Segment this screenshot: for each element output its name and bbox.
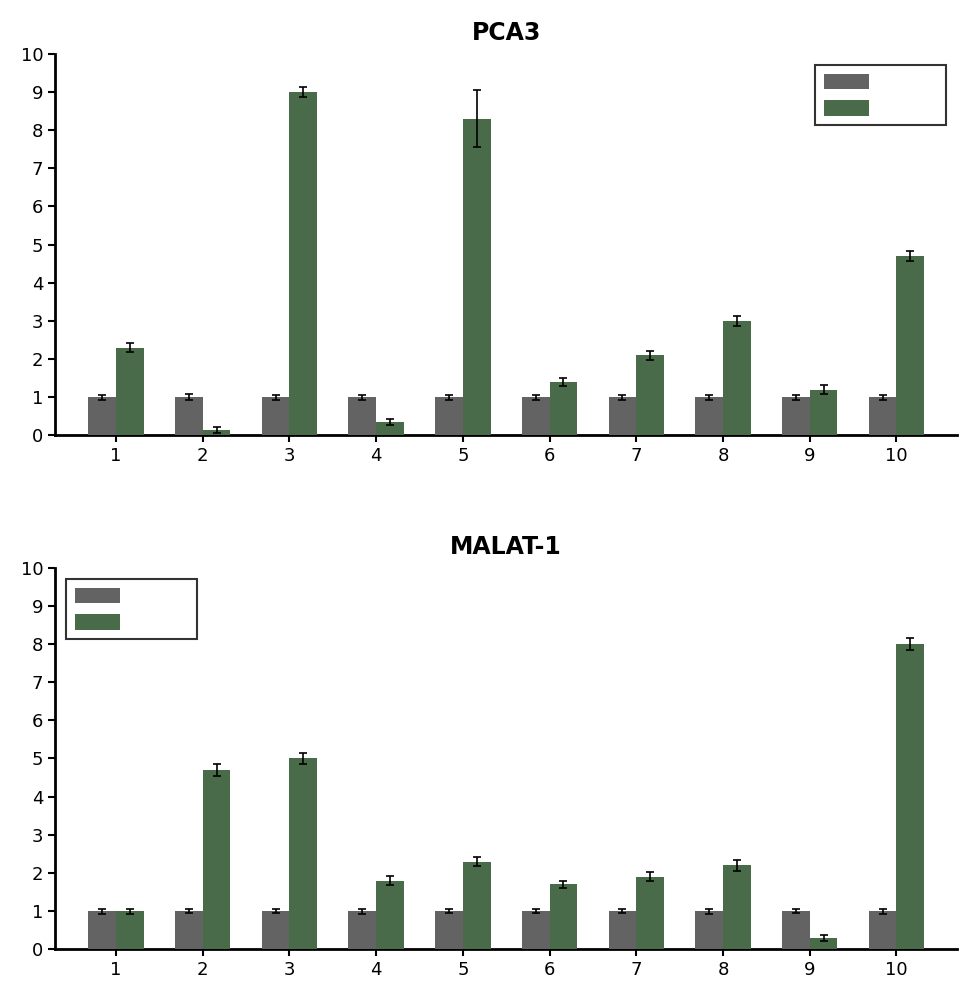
Bar (782, 911, 809, 949)
Bar (896, 256, 923, 435)
Bar (116, 348, 144, 435)
Bar (695, 397, 722, 435)
Bar (116, 911, 144, 949)
Bar (462, 119, 490, 435)
Bar (175, 397, 202, 435)
Bar (376, 881, 404, 949)
Bar (88, 911, 116, 949)
Bar (435, 397, 462, 435)
Bar (462, 862, 490, 949)
Bar (175, 911, 202, 949)
Bar (896, 644, 923, 949)
Bar (608, 397, 636, 435)
Bar (522, 397, 549, 435)
Bar (376, 422, 404, 435)
Legend: 正常（Nomal）, 肃瘤（Tumor）: 正常（Nomal）, 肃瘤（Tumor） (66, 579, 196, 639)
Bar (348, 911, 376, 949)
Bar (435, 911, 462, 949)
Bar (88, 397, 116, 435)
Bar (868, 911, 896, 949)
Bar (782, 397, 809, 435)
Bar (608, 911, 636, 949)
Bar (549, 382, 576, 435)
Bar (868, 397, 896, 435)
Bar (809, 938, 836, 949)
Bar (522, 911, 549, 949)
Bar (695, 911, 722, 949)
Bar (348, 397, 376, 435)
Bar (289, 92, 317, 435)
Bar (202, 430, 231, 435)
Bar (636, 355, 663, 435)
Title: PCA3: PCA3 (471, 21, 540, 45)
Bar (809, 390, 836, 435)
Bar (549, 884, 576, 949)
Bar (636, 877, 663, 949)
Bar (289, 758, 317, 949)
Legend: 正常（Nomal）, 肃瘤（Tumor）: 正常（Nomal）, 肃瘤（Tumor） (815, 65, 945, 125)
Bar (722, 865, 750, 949)
Bar (262, 911, 289, 949)
Title: MALAT-1: MALAT-1 (449, 535, 562, 559)
Bar (202, 770, 231, 949)
Bar (722, 321, 750, 435)
Bar (262, 397, 289, 435)
